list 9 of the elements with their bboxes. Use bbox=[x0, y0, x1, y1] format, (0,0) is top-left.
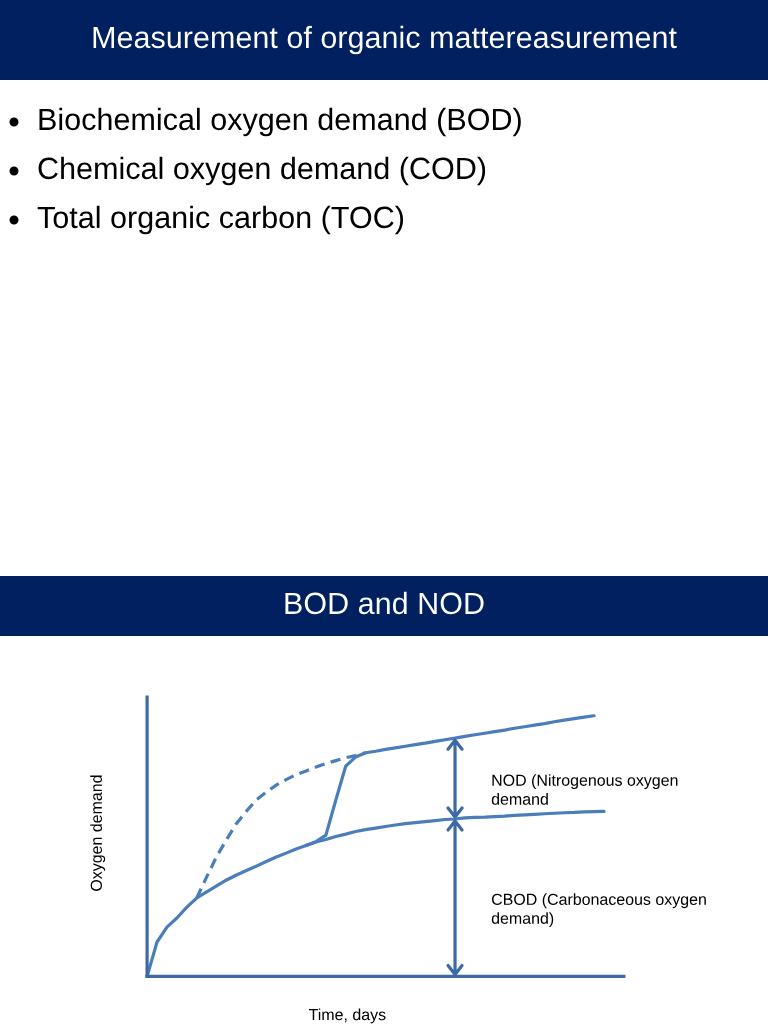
y-axis-title: Oxygen demand bbox=[90, 775, 106, 891]
chart-title: BOD and NOD bbox=[285, 591, 484, 615]
text: Measurement of organic mattereasurement bbox=[93, 25, 677, 55]
annotation: NOD (Nitrogenous oxygen demand bbox=[491, 774, 678, 805]
text: Total organic carbon (TOC) bbox=[37, 205, 404, 235]
text: Biochemical oxygen demand (BOD) bbox=[39, 107, 521, 137]
x-axis-title: Time, days bbox=[308, 1008, 386, 1024]
text: Chemical oxygen demand (COD) bbox=[38, 156, 486, 186]
annotation: CBOD (Carbonaceous oxygen demand) bbox=[491, 893, 706, 928]
